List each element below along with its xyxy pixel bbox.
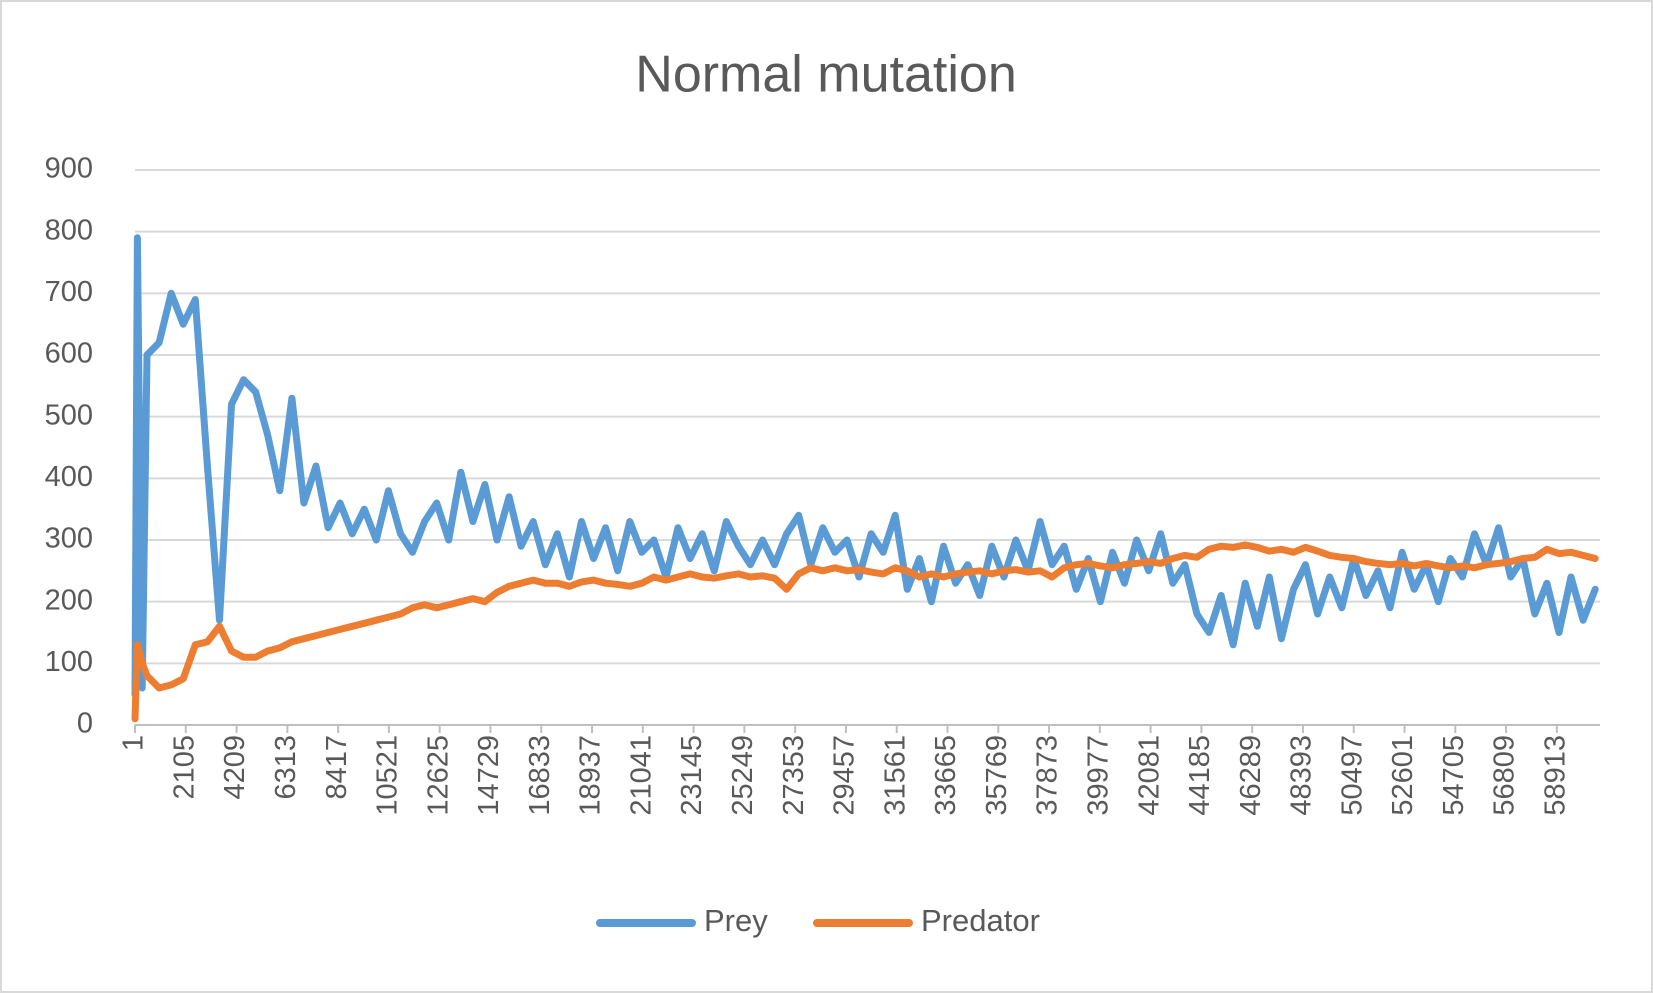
x-tick-label: 52601 bbox=[1387, 735, 1419, 816]
y-tick-label: 400 bbox=[45, 461, 93, 493]
x-tick-label: 2105 bbox=[168, 735, 200, 800]
legend-label: Predator bbox=[921, 903, 1040, 938]
x-tick-label: 8417 bbox=[321, 735, 353, 800]
y-tick-label: 900 bbox=[45, 153, 93, 185]
x-tick-label: 27353 bbox=[778, 735, 810, 816]
x-tick-label: 54705 bbox=[1438, 735, 1470, 816]
x-tick-label: 46289 bbox=[1235, 735, 1267, 816]
x-tick-label: 48393 bbox=[1286, 735, 1318, 816]
y-tick-label: 700 bbox=[45, 276, 93, 308]
x-tick-label: 29457 bbox=[829, 735, 861, 816]
y-tick-label: 0 bbox=[77, 708, 93, 740]
y-tick-label: 300 bbox=[45, 523, 93, 555]
x-tick-label: 50497 bbox=[1336, 735, 1368, 816]
x-tick-label: 25249 bbox=[727, 735, 759, 816]
x-tick-label: 4209 bbox=[219, 735, 251, 800]
y-tick-label: 600 bbox=[45, 338, 93, 370]
x-tick-label: 35769 bbox=[981, 735, 1013, 816]
x-tick-label: 58913 bbox=[1540, 735, 1572, 816]
y-tick-label: 500 bbox=[45, 399, 93, 431]
y-tick-label: 800 bbox=[45, 214, 93, 246]
x-tick-label: 10521 bbox=[372, 735, 404, 816]
x-tick-label: 56809 bbox=[1489, 735, 1521, 816]
x-tick-label: 6313 bbox=[270, 735, 302, 800]
chart-title: Normal mutation bbox=[635, 46, 1016, 104]
x-tick-label: 14729 bbox=[473, 735, 505, 816]
x-tick-label: 39977 bbox=[1082, 735, 1114, 816]
x-tick-label: 37873 bbox=[1032, 735, 1064, 816]
x-tick-label: 31561 bbox=[879, 735, 911, 816]
y-tick-label: 100 bbox=[45, 646, 93, 678]
y-tick-label: 200 bbox=[45, 584, 93, 616]
x-tick-label: 44185 bbox=[1184, 735, 1216, 816]
legend-label: Prey bbox=[704, 903, 768, 938]
x-tick-label: 23145 bbox=[676, 735, 708, 816]
x-tick-label: 21041 bbox=[625, 735, 657, 816]
x-tick-label: 1 bbox=[118, 735, 150, 751]
x-tick-label: 42081 bbox=[1133, 735, 1165, 816]
x-tick-label: 33665 bbox=[930, 735, 962, 816]
x-tick-label: 16833 bbox=[524, 735, 556, 816]
series-line bbox=[131, 541, 1599, 723]
x-tick-label: 18937 bbox=[575, 735, 607, 816]
series-line bbox=[131, 234, 1599, 698]
x-tick-label: 12625 bbox=[422, 735, 454, 816]
